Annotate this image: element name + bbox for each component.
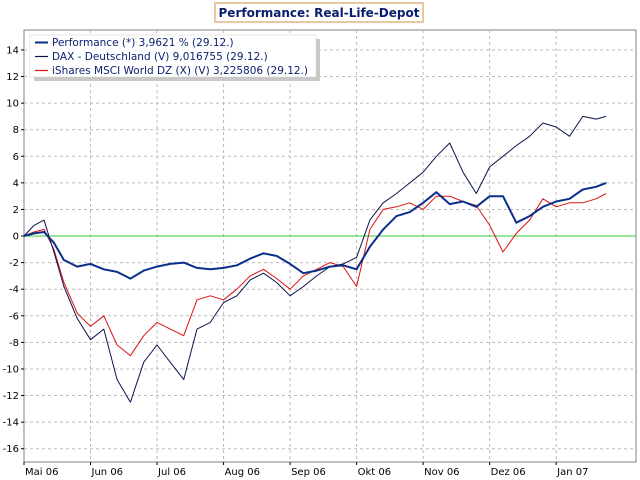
y-tick-label: -14 bbox=[3, 418, 19, 429]
series-line-0 bbox=[23, 181, 607, 280]
y-tick-label: 6 bbox=[13, 152, 19, 163]
legend-box bbox=[29, 34, 317, 78]
series-lines bbox=[23, 115, 636, 403]
legend: Performance (*) 3,9621 % (29.12.) DAX - D… bbox=[29, 34, 320, 81]
y-tick-label: 8 bbox=[13, 125, 19, 136]
x-tick-label: Aug 06 bbox=[225, 467, 260, 478]
y-tick-label: -10 bbox=[3, 364, 19, 375]
x-tick-label: Mai 06 bbox=[25, 467, 58, 478]
x-tick-label: Dez 06 bbox=[491, 467, 526, 478]
y-tick-label: -8 bbox=[9, 338, 19, 349]
y-axis-ticks: 14 12 10 8 6 4 2 0 -2 -4 -6 -8 -10 -12 -14 -16 bbox=[3, 45, 24, 455]
legend-label: Performance (*) 3,9621 % (29.12.) bbox=[52, 37, 234, 49]
y-tick-label: 0 bbox=[13, 232, 19, 243]
grid-lines bbox=[24, 30, 636, 462]
x-tick-label: Jun 06 bbox=[91, 467, 124, 478]
legend-items: Performance (*) 3,9621 % (29.12.) DAX - D… bbox=[35, 37, 308, 77]
y-tick-label: 14 bbox=[6, 45, 19, 56]
y-tick-label: 2 bbox=[13, 205, 19, 216]
x-tick-label: Jul 06 bbox=[157, 467, 186, 478]
plot-area bbox=[23, 29, 637, 463]
y-tick-label: 4 bbox=[13, 178, 19, 189]
x-tick-label: Sep 06 bbox=[291, 467, 326, 478]
x-tick-label: Nov 06 bbox=[424, 467, 459, 478]
x-axis-ticks: Mai 06 Jun 06 Jul 06 Aug 06 Sep 06 Okt 06 Nov … bbox=[23, 462, 589, 478]
chart-title: Performance: Real-Life-Depot bbox=[214, 2, 424, 23]
y-tick-label: -4 bbox=[9, 285, 19, 296]
x-tick-label: Okt 06 bbox=[358, 467, 392, 478]
legend-label: DAX - Deutschland (V) 9,016755 (29.12.) bbox=[52, 51, 268, 63]
y-tick-label: 10 bbox=[6, 99, 19, 110]
y-tick-label: -12 bbox=[3, 391, 19, 402]
legend-label: iShares MSCI World DZ (X) (V) 3,225806 (… bbox=[52, 65, 308, 77]
y-tick-label: -2 bbox=[9, 258, 19, 269]
y-tick-label: -16 bbox=[3, 444, 19, 455]
y-tick-label: 12 bbox=[6, 72, 19, 83]
series-line-1 bbox=[23, 115, 607, 403]
y-tick-label: -6 bbox=[9, 311, 19, 322]
x-tick-label: Jan 07 bbox=[556, 467, 588, 478]
